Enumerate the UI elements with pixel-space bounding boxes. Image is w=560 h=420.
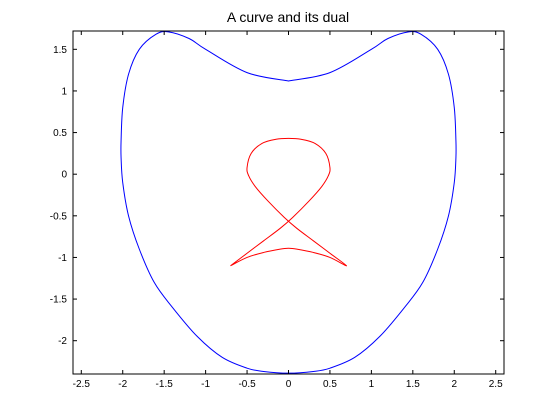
- y-tick-label: 1: [61, 86, 67, 97]
- x-tick-label: -2: [118, 379, 127, 390]
- series-line-2: [230, 137, 348, 267]
- y-tick-label: -1: [58, 253, 67, 264]
- x-tick-label: 0: [286, 379, 292, 390]
- y-tick-label: 0.5: [53, 128, 67, 139]
- x-tick-label: 2.5: [489, 379, 503, 390]
- y-tick-label: -1.5: [50, 295, 68, 306]
- y-tick-label: -0.5: [50, 211, 68, 222]
- x-tick-label: -1.5: [156, 379, 174, 390]
- x-tick-label: 2: [451, 379, 457, 390]
- chart-title: A curve and its dual: [227, 9, 349, 25]
- x-tick-label: 1.5: [406, 379, 420, 390]
- tick-layer: -2.5 -2 -1.5 -1 -0.5 0 0.5 1 1.5 2 2.5 -2 -1.5 -1 -0.5…: [50, 31, 504, 390]
- x-tick-label: -0.5: [238, 379, 256, 390]
- y-tick-label: 0: [61, 170, 67, 181]
- x-tick-label: -1: [201, 379, 210, 390]
- y-tick-label: -2: [58, 336, 67, 347]
- x-tick-label: 1: [369, 379, 375, 390]
- x-tick-label: 0.5: [323, 379, 337, 390]
- y-tick-label: 1.5: [53, 45, 67, 56]
- x-tick-label: -2.5: [73, 379, 91, 390]
